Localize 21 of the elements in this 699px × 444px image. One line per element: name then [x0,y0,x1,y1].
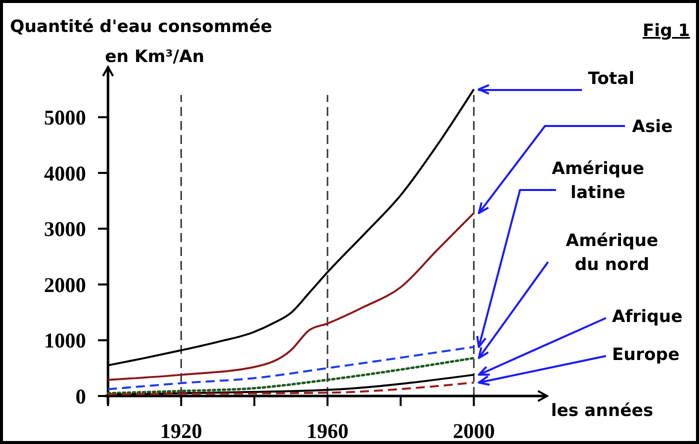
x-axis-title: les années [551,401,654,421]
text: Total [588,68,634,89]
text: Amérique du nord [566,230,658,275]
text: Amérique latine [552,158,644,203]
y-tick-label: 1000 [44,328,86,353]
line-series [107,382,475,396]
y-tick-label: 3000 [44,217,86,242]
text: Fig 1 [642,21,690,41]
y-axis-title: Quantité d'eau consommée en Km³/An [10,17,272,67]
x-tick-label: 2000 [452,419,495,443]
x-tick-label: 1920 [160,419,202,443]
x-tick-label: 1960 [306,419,348,443]
line-series [107,212,475,381]
y-tick-label: 5000 [44,106,86,130]
y-tick-label: 4000 [44,161,86,186]
text: Asie [632,116,673,137]
text: Europe [612,344,680,365]
line-series [107,346,475,390]
y-tick-label: 0 [76,384,86,408]
y-tick-label: 2000 [44,272,86,297]
text: Afrique [612,306,683,327]
